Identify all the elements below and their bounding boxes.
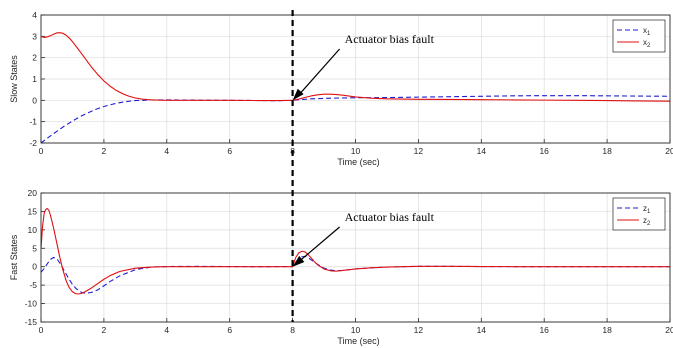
y-tick-label: -2 bbox=[29, 138, 37, 148]
y-axis-label: Fast States bbox=[9, 234, 19, 280]
x-tick-label: 20 bbox=[665, 146, 673, 156]
x-tick-label: 20 bbox=[665, 325, 673, 335]
y-tick-label: 15 bbox=[28, 206, 38, 216]
x-tick-label: 18 bbox=[602, 325, 612, 335]
legend-entry: z1 bbox=[643, 204, 651, 215]
y-tick-label: 0 bbox=[32, 95, 37, 105]
series-line-x1 bbox=[40, 95, 671, 144]
y-tick-label: 20 bbox=[28, 188, 38, 198]
legend-entry: z2 bbox=[643, 216, 651, 227]
y-tick-label: 0 bbox=[32, 262, 37, 272]
y-axis-label: Slow States bbox=[9, 55, 19, 103]
annotation-arrow-line bbox=[297, 226, 340, 264]
y-tick-label: 3 bbox=[32, 31, 37, 41]
legend-entry-subscript: 1 bbox=[647, 31, 651, 37]
x-tick-label: 2 bbox=[102, 146, 107, 156]
y-tick-label: 2 bbox=[32, 53, 37, 63]
series-line-z2 bbox=[40, 207, 670, 295]
x-tick-label: 4 bbox=[164, 146, 169, 156]
legend-entry-name: x bbox=[643, 26, 647, 35]
annotation-arrow-head bbox=[292, 88, 304, 101]
x-tick-label: 12 bbox=[414, 146, 424, 156]
x-tick-label: 10 bbox=[351, 325, 361, 335]
x-tick-label: 0 bbox=[39, 325, 44, 335]
x-tick-label: 14 bbox=[477, 325, 487, 335]
y-tick-label: 1 bbox=[32, 74, 37, 84]
y-tick-label: -1 bbox=[29, 117, 37, 127]
x-tick-label: 0 bbox=[39, 146, 44, 156]
y-tick-label: 4 bbox=[32, 10, 37, 20]
legend-entry-subscript: 2 bbox=[647, 221, 651, 227]
legend-box bbox=[612, 19, 666, 53]
x-tick-label: 14 bbox=[477, 146, 487, 156]
annotation-arrow-head bbox=[292, 255, 305, 267]
x-tick-label: 10 bbox=[351, 146, 361, 156]
legend-entry-name: z bbox=[643, 204, 647, 213]
x-tick-label: 16 bbox=[539, 325, 549, 335]
x-tick-label: 18 bbox=[602, 146, 612, 156]
x-axis-label: Time (sec) bbox=[337, 336, 379, 346]
legend-entry-subscript: 2 bbox=[647, 43, 651, 49]
x-axis-label: Time (sec) bbox=[337, 157, 379, 167]
y-tick-label: -15 bbox=[25, 317, 38, 327]
y-tick-label: 5 bbox=[32, 243, 37, 253]
x-tick-label: 16 bbox=[539, 146, 549, 156]
legend-entry-subscript: 1 bbox=[647, 209, 651, 215]
axes-box bbox=[40, 192, 671, 323]
axes-box bbox=[40, 14, 671, 144]
annotation-label: Actuator bias fault bbox=[345, 32, 435, 46]
legend-entry: x1 bbox=[643, 26, 651, 37]
y-tick-label: -5 bbox=[29, 280, 37, 290]
x-tick-label: 2 bbox=[102, 325, 107, 335]
x-tick-label: 8 bbox=[290, 325, 295, 335]
x-tick-label: 6 bbox=[227, 146, 232, 156]
annotation-arrow-line bbox=[297, 48, 341, 97]
legend-box bbox=[612, 197, 666, 231]
legend-entry: x2 bbox=[643, 38, 651, 49]
series-line-x2 bbox=[40, 32, 671, 102]
x-tick-label: 4 bbox=[164, 325, 169, 335]
x-tick-label: 6 bbox=[227, 325, 232, 335]
x-tick-label: 12 bbox=[414, 325, 424, 335]
y-tick-label: -10 bbox=[25, 299, 38, 309]
annotation-label: Actuator bias fault bbox=[345, 210, 435, 224]
legend-entry-name: z bbox=[643, 216, 647, 225]
legend-entry-name: x bbox=[643, 38, 647, 47]
y-tick-label: 10 bbox=[28, 225, 38, 235]
